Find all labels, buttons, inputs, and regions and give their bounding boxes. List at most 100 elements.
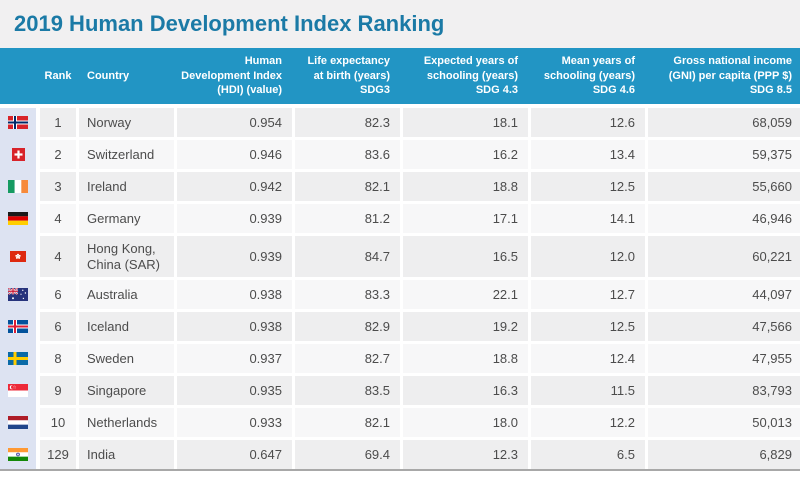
expected-schooling-cell: 12.3 xyxy=(403,440,528,469)
rank-cell: 10 xyxy=(40,408,76,437)
flag-cell xyxy=(0,204,36,233)
flag-cell xyxy=(0,376,36,405)
rank-cell: 4 xyxy=(40,204,76,233)
gni-cell: 83,793 xyxy=(648,376,800,405)
gni-cell: 55,660 xyxy=(648,172,800,201)
mean-schooling-cell: 12.7 xyxy=(531,280,645,309)
hdi-cell: 0.942 xyxy=(177,172,292,201)
expected-schooling-cell: 18.1 xyxy=(403,108,528,137)
rank-cell: 1 xyxy=(40,108,76,137)
rank-cell: 4 xyxy=(40,236,76,277)
expected-schooling-cell: 18.8 xyxy=(403,172,528,201)
mean-schooling-cell: 13.4 xyxy=(531,140,645,169)
column-header-mean-schooling: Mean years of schooling (years) SDG 4.6 xyxy=(543,54,635,97)
country-cell: Iceland xyxy=(79,312,174,341)
expected-schooling-cell: 16.3 xyxy=(403,376,528,405)
table-row-india: 129 India 0.647 69.4 12.3 6.5 6,829 xyxy=(0,440,800,469)
mean-schooling-cell: 12.0 xyxy=(531,236,645,277)
hdi-cell: 0.937 xyxy=(177,344,292,373)
gni-cell: 46,946 xyxy=(648,204,800,233)
hdi-cell: 0.938 xyxy=(177,312,292,341)
flag-singapore-icon xyxy=(8,384,28,397)
rank-cell: 129 xyxy=(40,440,76,469)
mean-schooling-cell: 12.2 xyxy=(531,408,645,437)
flag-cell xyxy=(0,280,36,309)
hdi-cell: 0.954 xyxy=(177,108,292,137)
life-expectancy-cell: 84.7 xyxy=(295,236,400,277)
gni-cell: 44,097 xyxy=(648,280,800,309)
mean-schooling-cell: 12.4 xyxy=(531,344,645,373)
country-cell: Netherlands xyxy=(79,408,174,437)
rank-cell: 3 xyxy=(40,172,76,201)
mean-schooling-cell: 14.1 xyxy=(531,204,645,233)
mean-schooling-cell: 12.5 xyxy=(531,312,645,341)
flag-cell xyxy=(0,408,36,437)
hdi-cell: 0.946 xyxy=(177,140,292,169)
life-expectancy-cell: 83.5 xyxy=(295,376,400,405)
column-header-life-expectancy: Life expectancy at birth (years) SDG3 xyxy=(307,54,390,97)
table-row-australia: 6 Australia 0.938 83.3 22.1 12.7 44,097 xyxy=(0,280,800,309)
rank-cell: 9 xyxy=(40,376,76,405)
gni-cell: 47,566 xyxy=(648,312,800,341)
rank-cell: 6 xyxy=(40,312,76,341)
country-cell: India xyxy=(79,440,174,469)
life-expectancy-cell: 82.9 xyxy=(295,312,400,341)
country-cell: Ireland xyxy=(79,172,174,201)
gni-cell: 59,375 xyxy=(648,140,800,169)
gni-cell: 47,955 xyxy=(648,344,800,373)
table-row-iceland: 6 Iceland 0.938 82.9 19.2 12.5 47,566 xyxy=(0,312,800,341)
flag-sweden-icon xyxy=(8,352,28,365)
expected-schooling-cell: 18.8 xyxy=(403,344,528,373)
table-row-hong-kong: 4 Hong Kong, China (SAR) 0.939 84.7 16.5… xyxy=(0,236,800,277)
expected-schooling-cell: 17.1 xyxy=(403,204,528,233)
flag-cell xyxy=(0,440,36,469)
flag-netherlands-icon xyxy=(8,416,28,429)
hdi-cell: 0.935 xyxy=(177,376,292,405)
flag-cell xyxy=(0,140,36,169)
column-header-expected-schooling: Expected years of schooling (years) SDG … xyxy=(423,54,518,97)
flag-cell xyxy=(0,172,36,201)
gni-cell: 6,829 xyxy=(648,440,800,469)
flag-cell xyxy=(0,344,36,373)
flag-iceland-icon xyxy=(8,320,28,333)
mean-schooling-cell: 12.6 xyxy=(531,108,645,137)
hdi-cell: 0.933 xyxy=(177,408,292,437)
expected-schooling-cell: 16.2 xyxy=(403,140,528,169)
rank-cell: 8 xyxy=(40,344,76,373)
life-expectancy-cell: 83.3 xyxy=(295,280,400,309)
mean-schooling-cell: 12.5 xyxy=(531,172,645,201)
table-body: 1 Norway 0.954 82.3 18.1 12.6 68,059 2 S… xyxy=(0,104,800,471)
flag-norway-icon xyxy=(8,116,28,129)
life-expectancy-cell: 69.4 xyxy=(295,440,400,469)
hdi-cell: 0.939 xyxy=(177,236,292,277)
flag-cell xyxy=(0,236,36,277)
life-expectancy-cell: 82.1 xyxy=(295,408,400,437)
gni-cell: 60,221 xyxy=(648,236,800,277)
country-cell: Singapore xyxy=(79,376,174,405)
life-expectancy-cell: 81.2 xyxy=(295,204,400,233)
flag-india-icon xyxy=(8,448,28,461)
country-cell: Sweden xyxy=(79,344,174,373)
country-cell: Australia xyxy=(79,280,174,309)
expected-schooling-cell: 16.5 xyxy=(403,236,528,277)
gni-cell: 68,059 xyxy=(648,108,800,137)
column-header-rank: Rank xyxy=(44,69,72,82)
flag-australia-icon xyxy=(8,288,28,301)
life-expectancy-cell: 82.3 xyxy=(295,108,400,137)
hdi-cell: 0.938 xyxy=(177,280,292,309)
country-cell: Switzerland xyxy=(79,140,174,169)
column-header-hdi: Human Development Index (HDI) (value) xyxy=(181,54,282,97)
table-header-row: Rank Country Human Development Index (HD… xyxy=(0,48,800,104)
country-cell: Hong Kong, China (SAR) xyxy=(79,236,174,277)
mean-schooling-cell: 6.5 xyxy=(531,440,645,469)
flag-cell xyxy=(0,312,36,341)
flag-switzerland-icon xyxy=(11,148,25,161)
mean-schooling-cell: 11.5 xyxy=(531,376,645,405)
flag-cell xyxy=(0,108,36,137)
hdi-cell: 0.647 xyxy=(177,440,292,469)
table-row-singapore: 9 Singapore 0.935 83.5 16.3 11.5 83,793 xyxy=(0,376,800,405)
expected-schooling-cell: 19.2 xyxy=(403,312,528,341)
table-row-germany: 4 Germany 0.939 81.2 17.1 14.1 46,946 xyxy=(0,204,800,233)
hdi-cell: 0.939 xyxy=(177,204,292,233)
